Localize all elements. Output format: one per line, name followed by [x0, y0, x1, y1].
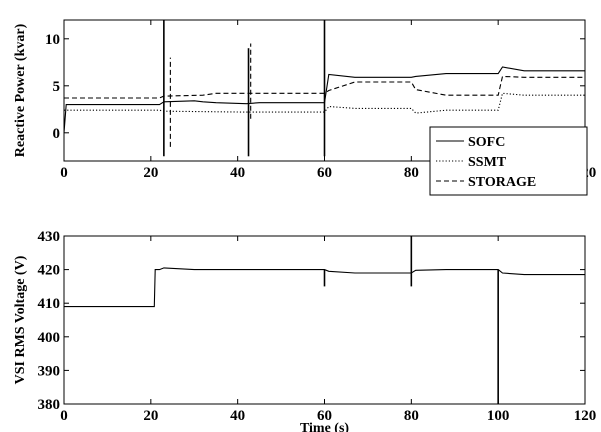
y-tick-label-1-4: 420 [38, 263, 61, 279]
reactive-power-panel: 0204060801001200510Reactive Power (kvar)… [13, 19, 596, 196]
y-tick-label-1-1: 390 [38, 363, 61, 379]
vsi-voltage-panel: 0 20 40 60 80 100 120 380 390 400 410 420 430 VSI RMS… [13, 229, 596, 432]
x-tick-label-1-4: 80 [404, 408, 419, 424]
x-tick-label-0-4: 80 [404, 165, 419, 181]
x-tick-label-1-3: 60 [317, 408, 332, 424]
x-tick-label-0-3: 60 [317, 165, 332, 181]
y-tick-label-0-1: 5 [53, 79, 61, 95]
x-tick-label-1-6: 120 [574, 408, 597, 424]
legend-label-0: SOFC [468, 135, 505, 150]
y-tick-label-1-3: 410 [38, 296, 61, 312]
y-tick-label-1-2: 400 [38, 330, 61, 346]
x-tick-label-0-1: 20 [143, 165, 158, 181]
series-line-0-0 [63, 66, 585, 133]
y-tick-label-1-5: 430 [38, 229, 61, 245]
y-axis-label-0: Reactive Power (kvar) [13, 23, 28, 157]
x-axis-label-1: Time (s) [300, 421, 349, 432]
x-tick-label-1-0: 0 [60, 408, 68, 424]
legend-label-1: SSMT [468, 155, 507, 170]
x-tick-label-0-0: 0 [60, 165, 68, 181]
series-line-1-0 [64, 267, 585, 308]
series-line-0-2 [64, 75, 585, 99]
x-tick-label-0-2: 40 [230, 165, 245, 181]
y-tick-label-0-0: 0 [53, 126, 61, 142]
y-axis-label-1: VSI RMS Voltage (V) [13, 255, 28, 384]
plot-frame-1 [63, 235, 586, 405]
x-tick-label-1-5: 100 [487, 408, 510, 424]
legend-label-2: STORAGE [468, 175, 536, 190]
y-tick-label-1-0: 380 [38, 397, 61, 413]
x-tick-label-1-1: 20 [143, 408, 158, 424]
y-tick-label-0-2: 10 [45, 32, 60, 48]
x-tick-label-1-2: 40 [230, 408, 245, 424]
